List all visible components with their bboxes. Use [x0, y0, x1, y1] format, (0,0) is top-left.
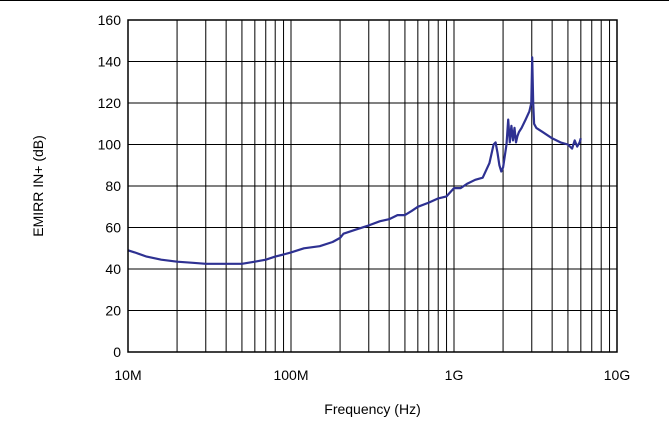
x-tick-label-3: 10G: [604, 367, 630, 383]
x-tick-label-1: 100M: [273, 367, 308, 383]
y-tick-label-0: 0: [113, 344, 121, 360]
x-axis-title: Frequency (Hz): [324, 401, 420, 417]
y-axis-title: EMIRR IN+ (dB): [30, 135, 46, 237]
x-tick-label-0: 10M: [114, 367, 141, 383]
x-tick-label-2: 1G: [445, 367, 464, 383]
series-line-0: [127, 56, 582, 265]
grid: [127, 19, 618, 353]
y-tick-label-6: 120: [98, 95, 122, 111]
y-tick-label-2: 40: [105, 261, 121, 277]
y-tick-label-8: 160: [98, 12, 122, 28]
plot-frame: [127, 19, 618, 353]
y-tick-label-1: 20: [105, 303, 121, 319]
top-rule: [0, 0, 669, 1]
y-tick-label-4: 80: [105, 178, 121, 194]
y-tick-label-3: 60: [105, 220, 121, 236]
y-tick-label-5: 100: [98, 137, 122, 153]
y-tick-label-7: 140: [98, 54, 122, 70]
series-layer: [127, 56, 582, 265]
tick-labels: 0 20 40 60 80 100 120 140 160 10M 100M 1G 10G: [98, 12, 631, 383]
